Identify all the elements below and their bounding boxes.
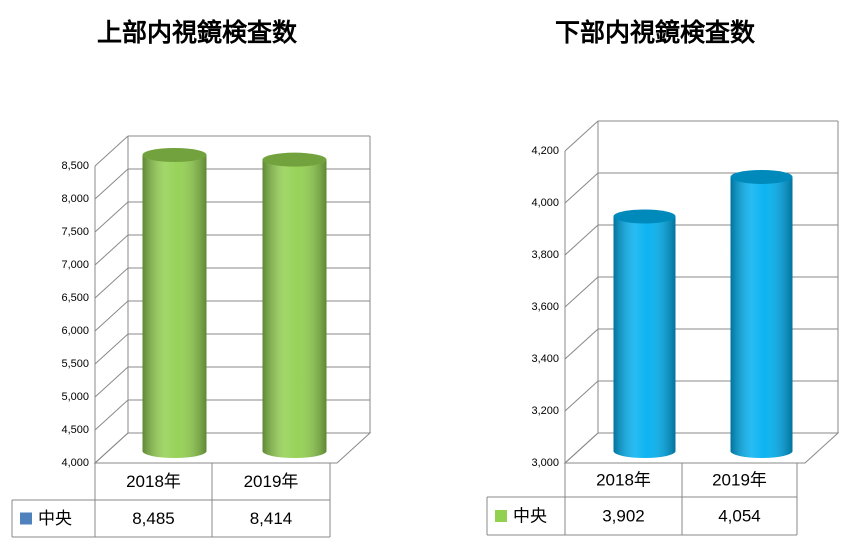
grid-line <box>564 276 599 308</box>
bar-shade <box>730 176 793 458</box>
grid-line <box>564 172 599 204</box>
grid-line <box>94 399 129 431</box>
bar-shade <box>262 159 327 458</box>
data-label: 3,902 <box>602 506 645 525</box>
bar <box>142 147 207 459</box>
x-tick-label: 2019年 <box>244 472 299 491</box>
grid-line <box>94 333 129 365</box>
grid-line <box>94 234 129 266</box>
y-tick-label: 3,200 <box>531 405 559 417</box>
legend-label: 中央 <box>38 509 72 528</box>
y-tick-label: 5,500 <box>61 358 89 370</box>
bar-top-shade <box>613 209 676 224</box>
bar-top <box>730 169 793 184</box>
grid-line <box>94 168 129 200</box>
y-tick-label: 3,400 <box>531 353 559 365</box>
grid-line <box>564 328 599 360</box>
y-tick-label: 6,500 <box>61 292 89 304</box>
y-tick-label: 4,000 <box>531 197 559 209</box>
y-tick-label: 3,000 <box>531 457 559 469</box>
chart: 上部内視鏡検査数 4,000 4,500 5,000 5,500 6,000 6,500 7,… <box>11 18 372 538</box>
bar-shade <box>613 216 676 458</box>
bar-shade <box>142 154 207 459</box>
y-tick-label: 5,000 <box>61 391 89 403</box>
bar-top-shade <box>142 147 207 162</box>
chart: 下部内視鏡検査数 3,000 3,200 3,400 3,600 3,800 4,000 4,… <box>486 18 840 536</box>
grid-line <box>94 432 129 464</box>
bar <box>613 209 676 458</box>
bar-top <box>142 147 207 162</box>
grid-line <box>94 135 129 167</box>
legend-label: 中央 <box>513 506 547 525</box>
y-tick-label: 7,500 <box>61 226 89 238</box>
grid-line <box>564 120 599 152</box>
y-tick-label: 6,000 <box>61 325 89 337</box>
grid-line <box>564 224 599 256</box>
data-label: 8,485 <box>132 509 175 528</box>
y-tick-label: 8,000 <box>61 193 89 205</box>
bar-top-shade <box>262 152 327 167</box>
x-tick-label: 2018年 <box>596 470 651 489</box>
grid-line <box>94 366 129 398</box>
x-tick-label: 2019年 <box>712 470 767 489</box>
bar-top <box>613 209 676 224</box>
grid-line <box>564 432 599 464</box>
y-tick-label: 7,000 <box>61 259 89 271</box>
grid-line <box>94 300 129 332</box>
y-tick-label: 3,800 <box>531 249 559 261</box>
floor <box>93 432 372 464</box>
chart-title: 上部内視鏡検査数 <box>97 18 298 47</box>
x-tick-label: 2018年 <box>126 472 181 491</box>
y-tick-label: 8,500 <box>61 160 89 172</box>
legend-marker <box>20 512 32 525</box>
grid-line <box>94 201 129 233</box>
bar-top-shade <box>730 169 793 184</box>
legend-marker <box>495 510 507 522</box>
y-tick-label: 3,600 <box>531 301 559 313</box>
y-tick-label: 4,500 <box>61 424 89 436</box>
floor <box>563 432 840 464</box>
y-tick-label: 4,000 <box>61 457 89 469</box>
bar <box>262 152 327 458</box>
data-label: 4,054 <box>718 506 761 525</box>
bar <box>730 169 793 458</box>
bar-top <box>262 152 327 167</box>
chart-title: 下部内視鏡検査数 <box>555 18 756 47</box>
grid-line <box>564 380 599 412</box>
grid-line <box>94 267 129 299</box>
y-tick-label: 4,200 <box>531 145 559 157</box>
data-label: 8,414 <box>250 509 293 528</box>
